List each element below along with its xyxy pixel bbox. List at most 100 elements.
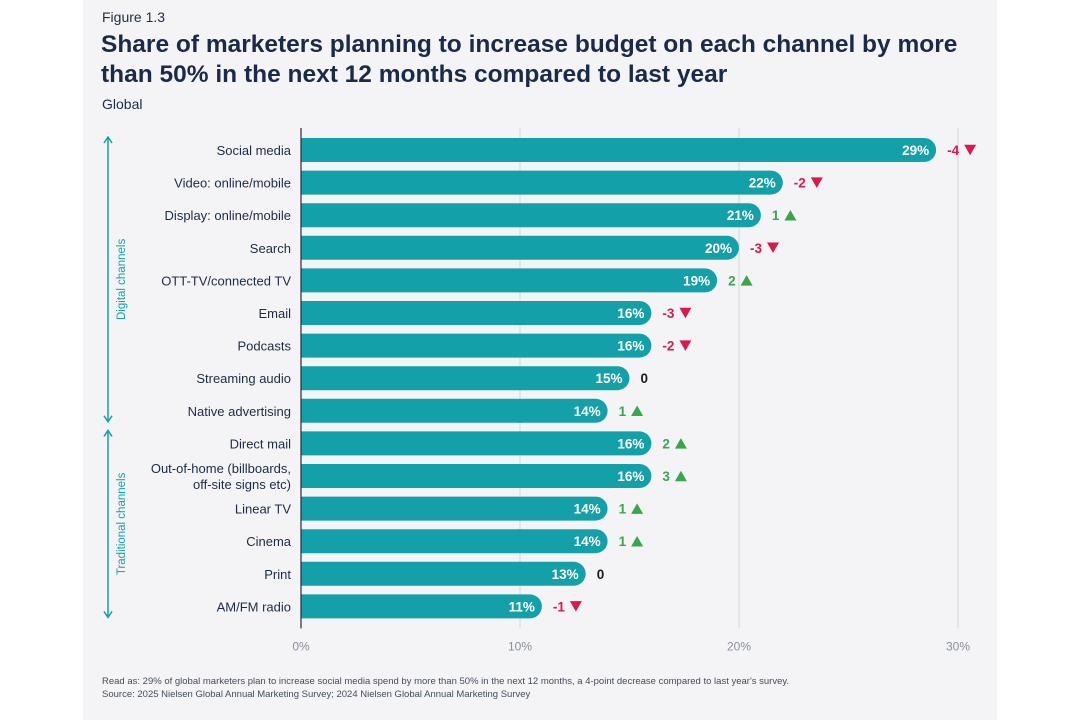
up-triangle-icon	[674, 438, 687, 449]
bar-value-label: 22%	[749, 176, 776, 191]
bar	[301, 268, 718, 293]
category-label: Search	[250, 241, 291, 256]
up-triangle-icon	[631, 503, 644, 514]
bar-value-label: 29%	[902, 143, 929, 158]
bar	[301, 496, 608, 521]
bar-value-label: 16%	[617, 436, 644, 451]
bar-value-label: 14%	[574, 404, 601, 419]
down-triangle-icon	[810, 177, 823, 188]
category-label: Podcasts	[238, 339, 292, 354]
bar	[301, 235, 739, 260]
category-label-line: Video: online/mobile	[174, 176, 291, 191]
bar-value-label: 13%	[552, 567, 579, 582]
arrow-up-icon	[103, 135, 113, 144]
category-label: Cinema	[246, 534, 292, 549]
category-label-line: Print	[264, 567, 291, 582]
up-triangle-icon	[674, 470, 687, 482]
down-triangle-icon	[569, 601, 582, 612]
x-tick-label: 0%	[292, 639, 310, 653]
chart-footer: Read as: 29% of global marketers plan to…	[102, 675, 789, 701]
bar	[301, 464, 652, 488]
category-label: Print	[264, 567, 291, 582]
group-label: Traditional channels	[116, 472, 128, 575]
x-tick-label: 20%	[727, 639, 751, 653]
category-label: Streaming audio	[196, 371, 291, 386]
change-label: -3	[750, 241, 762, 256]
change-label: 2	[728, 273, 736, 288]
group-label: Digital channels	[116, 239, 128, 320]
category-label-line: Email	[258, 306, 291, 321]
change-label: 0	[641, 371, 649, 386]
change-label: 3	[662, 469, 670, 484]
bar-value-label: 16%	[617, 469, 644, 484]
bar	[301, 138, 937, 162]
bar-value-label: 15%	[595, 371, 622, 386]
category-label: OTT-TV/connected TV	[161, 273, 291, 288]
change-label: 1	[619, 404, 627, 419]
bar	[301, 366, 630, 391]
category-label-line: Direct mail	[230, 436, 292, 451]
change-label: 1	[619, 502, 627, 517]
change-label: -3	[662, 306, 674, 321]
up-triangle-icon	[784, 209, 797, 221]
category-label-line: Podcasts	[238, 339, 292, 354]
change-label: -2	[662, 339, 674, 354]
read-as-note: Read as: 29% of global marketers plan to…	[102, 676, 790, 687]
change-label: 1	[772, 208, 780, 223]
down-triangle-icon	[767, 242, 780, 254]
bar	[301, 431, 652, 456]
change-label: -4	[947, 143, 959, 158]
bar	[301, 594, 542, 619]
bar	[301, 398, 608, 423]
category-label: Email	[258, 306, 291, 321]
category-label-line: Search	[250, 241, 291, 256]
category-label-line: Native advertising	[188, 404, 291, 419]
bar	[301, 301, 652, 325]
up-triangle-icon	[631, 405, 644, 417]
category-label: Direct mail	[230, 436, 292, 451]
x-tick-label: 30%	[946, 639, 970, 653]
category-label-line: Cinema	[246, 534, 292, 549]
category-label-line: Linear TV	[235, 502, 291, 517]
category-label: Out-of-home (billboards, off-site signs e…	[151, 461, 291, 492]
chart-subtitle: Global	[102, 96, 143, 112]
category-label-line: AM/FM radio	[217, 599, 291, 614]
bar-value-label: 14%	[574, 502, 601, 517]
category-label-line: off-site signs etc)	[193, 477, 291, 492]
change-label: 1	[619, 534, 627, 549]
bar-value-label: 21%	[727, 208, 754, 223]
bar	[301, 333, 652, 358]
category-label-line: Display: online/mobile	[165, 208, 291, 223]
category-label: Display: online/mobile	[165, 208, 291, 223]
category-label: Video: online/mobile	[174, 176, 291, 191]
down-triangle-icon	[964, 144, 977, 156]
source-note: Source: 2025 Nielsen Global Annual Marke…	[102, 689, 531, 700]
up-triangle-icon	[740, 275, 753, 286]
arrow-up-icon	[103, 429, 113, 437]
category-label: Social media	[217, 143, 292, 158]
category-label-line: Streaming audio	[196, 371, 291, 386]
bar	[301, 529, 608, 554]
change-label: 2	[662, 436, 670, 451]
chart-title: Share of marketers planning to increase …	[101, 31, 958, 88]
figure-label: Figure 1.3	[102, 9, 166, 25]
up-triangle-icon	[631, 535, 644, 547]
bar-value-label: 19%	[683, 273, 710, 288]
arrow-down-icon	[103, 610, 113, 619]
bar	[301, 203, 761, 228]
bar	[301, 561, 586, 586]
change-label: 0	[597, 567, 605, 582]
down-triangle-icon	[679, 307, 692, 319]
bar-value-label: 11%	[509, 599, 535, 614]
down-triangle-icon	[679, 340, 692, 351]
bar-value-label: 14%	[574, 534, 601, 549]
bar	[301, 170, 783, 195]
category-label: Native advertising	[188, 404, 291, 419]
change-label: -1	[553, 599, 565, 614]
category-label-line: Out-of-home (billboards,	[151, 461, 291, 476]
category-label-line: OTT-TV/connected TV	[161, 273, 291, 288]
change-label: -2	[794, 176, 806, 191]
category-label-line: Social media	[217, 143, 292, 158]
x-tick-label: 10%	[508, 639, 532, 653]
